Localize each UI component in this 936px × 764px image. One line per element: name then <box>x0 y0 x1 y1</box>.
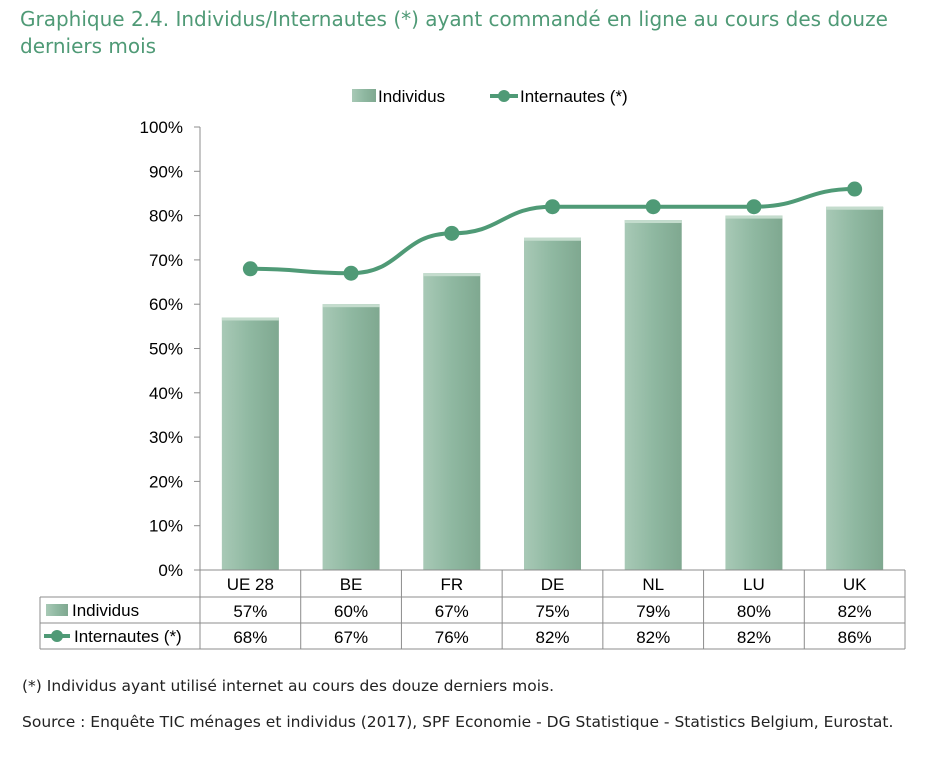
point-internautes <box>847 181 863 197</box>
bar-top-highlight <box>423 273 481 277</box>
table-value-individus: 57% <box>233 602 267 621</box>
y-tick-label: 70% <box>149 251 183 270</box>
table-series-label: Internautes (*) <box>74 627 182 646</box>
bar-individus <box>524 237 581 570</box>
y-tick-label: 50% <box>149 340 183 359</box>
bar-top-highlight <box>524 237 581 241</box>
table-value-individus: 75% <box>535 602 569 621</box>
table-value-individus: 67% <box>435 602 469 621</box>
table-value-individus: 80% <box>737 602 771 621</box>
legend-key-individus <box>352 89 376 102</box>
bar-individus <box>826 206 884 571</box>
table-value-internautes: 82% <box>535 628 569 647</box>
bar-top-highlight <box>725 215 783 219</box>
table-value-internautes: 76% <box>435 628 469 647</box>
y-tick-label: 30% <box>149 428 183 447</box>
bar-top-highlight <box>624 220 682 224</box>
table-value-internautes: 68% <box>233 628 267 647</box>
y-tick-label: 0% <box>158 561 183 580</box>
bar-top-highlight <box>322 304 380 308</box>
source-note: Source : Enquête TIC ménages et individu… <box>22 713 894 731</box>
bar-top-highlight <box>221 317 279 321</box>
table-key-individus <box>46 604 68 616</box>
legend-key-internautes-marker <box>498 90 510 102</box>
x-category-label: DE <box>541 575 565 594</box>
table-value-internautes: 82% <box>636 628 670 647</box>
point-internautes <box>545 199 560 215</box>
bar-individus <box>624 220 682 570</box>
y-tick-label: 40% <box>149 384 183 403</box>
table-value-internautes: 82% <box>737 628 771 647</box>
x-category-label: FR <box>440 575 463 594</box>
legend-label: Internautes (*) <box>520 87 628 106</box>
x-category-label: BE <box>340 575 363 594</box>
y-tick-label: 90% <box>149 162 183 181</box>
legend-label: Individus <box>378 87 445 106</box>
chart-title: Graphique 2.4. Individus/Internautes (*)… <box>20 7 888 58</box>
point-internautes <box>242 261 258 277</box>
table-value-individus: 82% <box>838 602 872 621</box>
table-value-internautes: 67% <box>334 628 368 647</box>
y-tick-label: 80% <box>149 207 183 226</box>
point-internautes <box>343 265 359 281</box>
y-tick-label: 60% <box>149 295 183 314</box>
y-tick-label: 10% <box>149 517 183 536</box>
table-value-internautes: 86% <box>838 628 872 647</box>
point-internautes <box>746 199 762 215</box>
y-tick-label: 100% <box>140 118 183 137</box>
chart: 0% 10% 20% 30% 40% 50% 60% 70% 80% 90% 100% UE 28 BE… <box>39 87 906 650</box>
bar-individus <box>423 273 481 570</box>
point-internautes <box>645 199 661 215</box>
point-internautes <box>444 225 460 241</box>
footnote: (*) Individus ayant utilisé internet au … <box>22 677 555 695</box>
table-value-individus: 79% <box>636 602 670 621</box>
table-series-label: Individus <box>72 601 139 620</box>
x-category-label: NL <box>642 575 664 594</box>
bar-individus <box>221 317 279 570</box>
x-category-label: LU <box>743 575 765 594</box>
x-category-label: UK <box>843 575 867 594</box>
table-value-individus: 60% <box>334 602 368 621</box>
table-key-internautes-marker <box>51 630 63 642</box>
y-tick-label: 20% <box>149 472 183 491</box>
bar-top-highlight <box>826 206 884 210</box>
bar-individus <box>725 215 783 570</box>
x-category-label: UE 28 <box>227 575 274 594</box>
bar-individus <box>322 304 380 570</box>
